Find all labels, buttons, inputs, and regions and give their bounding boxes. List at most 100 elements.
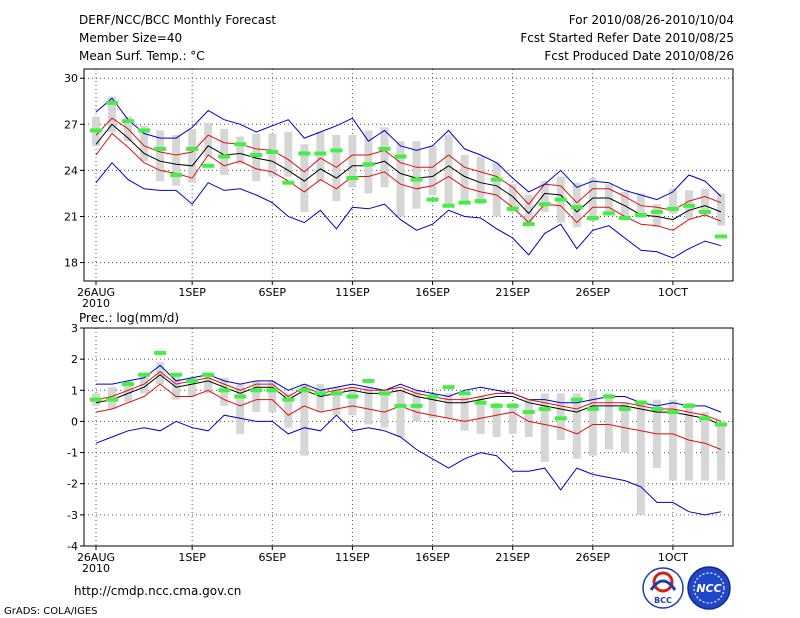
temp-member-box (428, 145, 437, 195)
prec-member-box (284, 393, 293, 428)
temp-xtick-label: 1SEP (178, 286, 206, 299)
prec-observation-mark (314, 391, 327, 396)
prec-member-box (396, 390, 405, 437)
ncc-logo: NCC (687, 566, 731, 610)
prec-member-box (124, 380, 133, 403)
temp-member-box (140, 125, 149, 162)
temp-member-box (236, 136, 245, 165)
prec-observation-mark (666, 410, 679, 415)
temp-xtick-label: 1OCT (658, 286, 688, 299)
prec-member-box (636, 399, 645, 515)
temp-ensemble-mean-line (95, 123, 722, 221)
temp-xtick-label: 16SEP (415, 286, 450, 299)
prec-observation-mark (538, 406, 551, 411)
temp-observation-mark (442, 203, 455, 208)
prec-member-box (604, 393, 613, 450)
precipitation-panel: -4 -3 -2 -1 0 1 2 3 26AUG 1SEP 6SEP 11SEP 16SEP 21SEP… (67, 322, 734, 575)
prec-member-box (252, 380, 261, 413)
prec-member-box (300, 384, 309, 456)
temp-member-box (700, 188, 709, 217)
temp-member-box (332, 135, 341, 202)
prec-observation-mark (298, 388, 311, 393)
temp-observation-mark (154, 146, 167, 151)
chart-title: DERF/NCC/BCC Monthly Forecast (79, 13, 276, 27)
temp-ensemble-max-line (95, 161, 722, 259)
temp-ytick-label: 24 (64, 164, 78, 177)
prec-member-box (508, 402, 517, 434)
temp-observation-mark (618, 216, 631, 221)
prec-observation-mark (650, 406, 663, 411)
temp-observation-mark (314, 151, 327, 156)
prec-member-box (236, 384, 245, 434)
prec-ytick-label: -4 (67, 540, 78, 553)
prec-ytick-label: -1 (67, 447, 78, 460)
temp-member-box (268, 133, 277, 177)
prec-member-box (588, 390, 597, 456)
prec-member-box (348, 387, 357, 416)
prec-member-box (700, 412, 709, 481)
temp-observation-mark (490, 177, 503, 182)
prec-observation-mark (474, 400, 487, 405)
member-size-label: Member Size=40 (79, 31, 182, 45)
temp-observation-mark (298, 151, 311, 156)
prec-observation-mark (554, 416, 567, 421)
temp-observation-mark (186, 146, 199, 151)
prec-observation-mark (490, 403, 503, 408)
forecast-period: For 2010/08/26-2010/10/04 (569, 13, 734, 27)
temp-observation-mark (650, 209, 663, 214)
prec-observation-mark (170, 372, 183, 377)
prec-member-box (156, 362, 165, 385)
prec-member-box (460, 396, 469, 431)
prec-xtick-label: 26SEP (576, 551, 611, 564)
temp-xtick-label: 6SEP (258, 286, 286, 299)
prec-observation-mark (346, 394, 359, 399)
temp-member-box (460, 155, 469, 202)
prec-xtick-label: 11SEP (335, 551, 370, 564)
prec-observation-mark (282, 397, 295, 402)
prec-xtick-label: 6SEP (258, 551, 286, 564)
prec-observation-mark (330, 391, 343, 396)
temp-observation-mark (170, 173, 183, 177)
temp-member-box (540, 181, 549, 212)
temp-observation-mark (330, 148, 343, 153)
temp-observation-mark (602, 211, 615, 216)
prec-observation-mark (266, 388, 279, 393)
temp-member-box (172, 135, 181, 186)
temp-member-box (444, 135, 453, 205)
temp-member-box (188, 128, 197, 183)
temp-observation-mark (378, 146, 391, 151)
prec-observation-mark (586, 406, 599, 411)
temp-observation-mark (218, 154, 231, 159)
temp-ytick-label: 18 (64, 257, 78, 270)
prec-observation-mark (90, 397, 102, 402)
prec-xtick-label: 26AUG (77, 551, 115, 564)
temp-ytick-label: 21 (64, 210, 78, 223)
temp-mean-sd-line (95, 117, 722, 211)
temp-mean-sd-line (95, 132, 722, 231)
prec-observation-mark (602, 394, 615, 399)
prec-mean-sd-line (95, 370, 722, 422)
prec-member-box (540, 393, 549, 462)
temp-member-box (204, 122, 213, 157)
prec-xtick-label: 1SEP (178, 551, 206, 564)
temp-observation-mark (522, 222, 535, 227)
prec-observation-mark (506, 403, 519, 408)
temp-observation-mark (570, 205, 583, 210)
temp-observation-mark (458, 200, 471, 205)
prec-member-box (717, 421, 725, 481)
temp-member-box (108, 96, 117, 132)
temp-member-box (220, 128, 229, 175)
prec-ytick-label: -3 (67, 509, 78, 522)
prec-member-box (268, 380, 277, 413)
temp-member-box (604, 184, 613, 214)
temp-observation-mark (634, 212, 647, 217)
temp-member-box (588, 178, 597, 222)
temp-member-box (364, 130, 373, 194)
prec-member-box (428, 393, 437, 419)
temp-ytick-label: 27 (64, 118, 78, 131)
temp-observation-mark (202, 163, 215, 168)
temp-member-box (572, 182, 581, 228)
temp-observation-mark (394, 154, 407, 159)
forecast-start-date: Fcst Started Refer Date 2010/08/25 (520, 31, 734, 45)
prec-observation-mark (138, 372, 151, 377)
